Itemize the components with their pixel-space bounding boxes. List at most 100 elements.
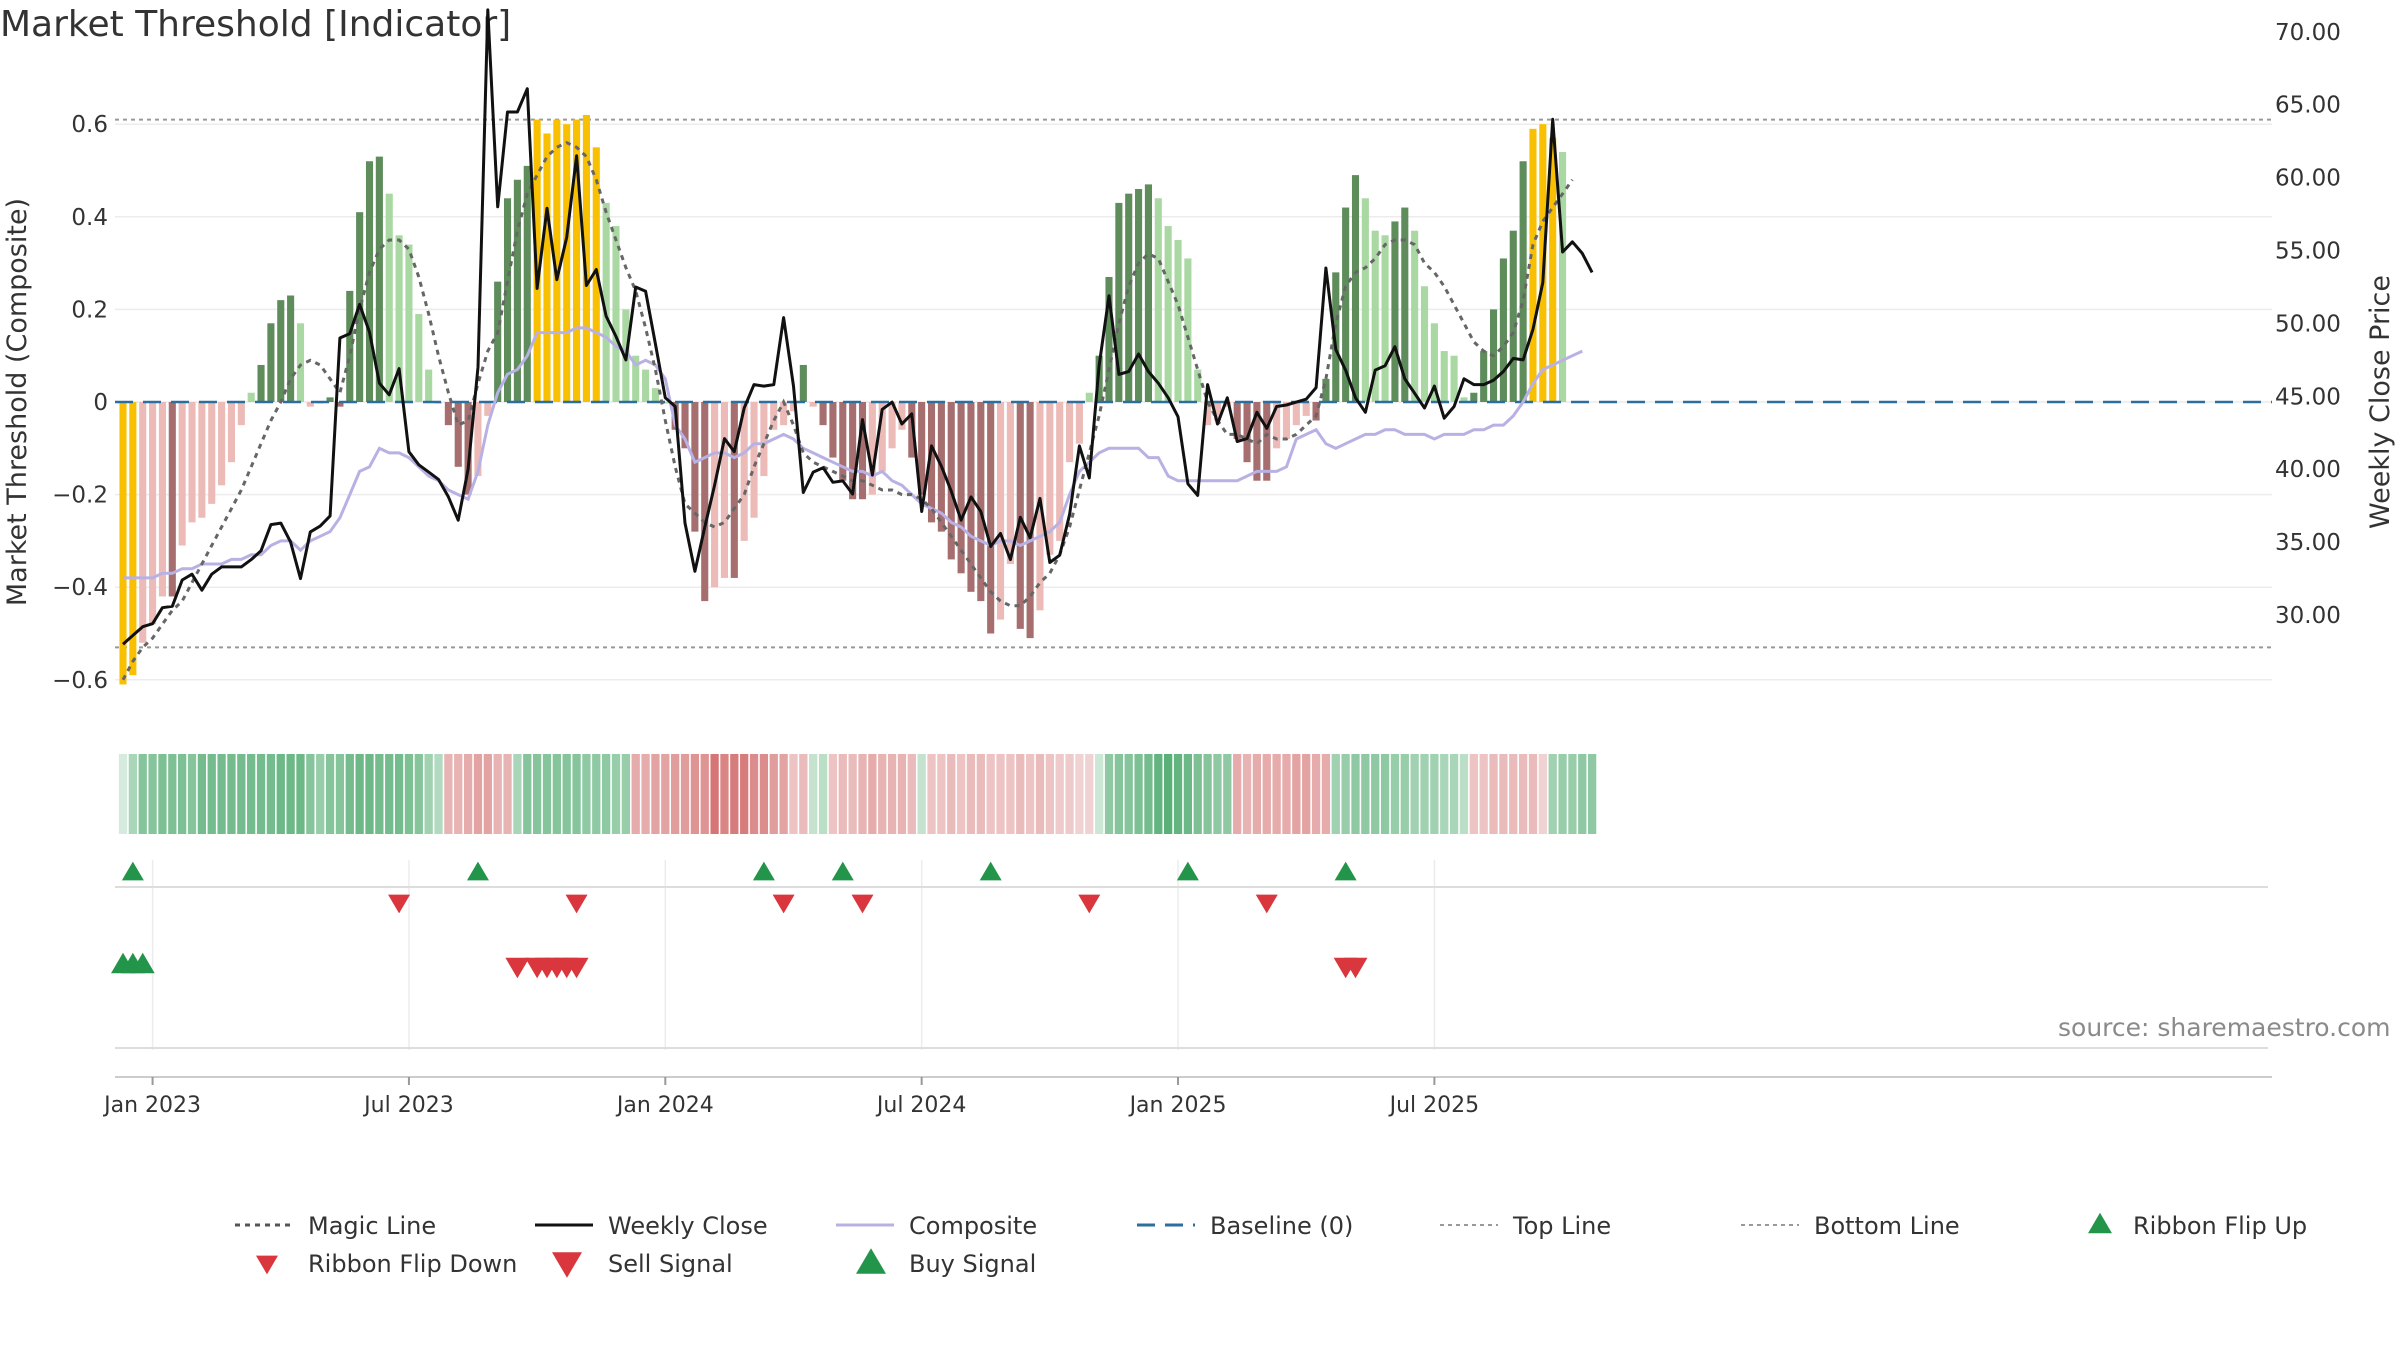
- ribbon-flip-down-marker: [565, 894, 588, 914]
- ribbon-cell: [1469, 754, 1478, 834]
- composite-bar: [1430, 323, 1438, 402]
- composite-bar: [188, 402, 196, 523]
- y-tick-label-left: 0.4: [71, 205, 108, 231]
- composite-bar: [1085, 392, 1093, 402]
- composite-bar: [977, 402, 985, 602]
- ribbon-cell: [661, 754, 670, 834]
- composite-bar: [1115, 202, 1123, 402]
- composite-bar: [829, 402, 837, 458]
- composite-bar: [1322, 378, 1330, 402]
- composite-bar: [1263, 402, 1271, 481]
- ribbon-cell: [1164, 754, 1173, 834]
- composite-bar: [454, 402, 462, 467]
- composite-line: [123, 326, 1583, 580]
- ribbon-cell: [1016, 754, 1025, 834]
- y-tick-label-right: 50.00: [2275, 311, 2341, 337]
- y-tick-label-right: 70.00: [2275, 20, 2341, 46]
- ribbon-cell: [1252, 754, 1262, 834]
- composite-bar: [1559, 151, 1567, 402]
- ribbon-cell: [365, 754, 374, 834]
- ribbon-cell: [1321, 754, 1331, 834]
- ribbon-flip-up-marker: [1334, 861, 1357, 881]
- composite-bar: [415, 314, 423, 402]
- composite-bar: [563, 124, 571, 402]
- composite-bar: [375, 156, 383, 402]
- ribbon-cell: [128, 754, 138, 834]
- ribbon-cell: [1509, 754, 1518, 834]
- ribbon-cell: [769, 754, 778, 834]
- composite-bar: [927, 402, 936, 523]
- composite-bar: [503, 198, 512, 402]
- ribbon-flip-down-marker: [388, 894, 411, 914]
- composite-bar: [1440, 351, 1448, 402]
- ribbon-cell: [1449, 754, 1459, 834]
- composite-bar: [336, 402, 344, 407]
- ribbon-cell: [1213, 754, 1222, 834]
- ribbon-cell: [986, 754, 995, 834]
- ribbon-cell: [749, 754, 759, 834]
- composite-bar: [908, 402, 916, 458]
- ribbon-cell: [345, 754, 354, 834]
- composite-bar: [1529, 128, 1537, 402]
- ribbon-cell: [927, 754, 936, 834]
- composite-bar: [868, 402, 876, 495]
- composite-bar: [484, 402, 492, 416]
- ribbon-cell: [592, 754, 601, 834]
- ribbon-cell: [897, 754, 907, 834]
- ribbon-cell: [759, 754, 769, 834]
- composite-bar: [661, 402, 669, 404]
- ribbon-cell: [1587, 754, 1597, 834]
- ribbon-cell: [1479, 754, 1488, 834]
- ribbon-cell: [1311, 754, 1321, 834]
- ribbon-cell: [1351, 754, 1360, 834]
- composite-bar: [1391, 221, 1399, 402]
- ribbon-cell: [542, 754, 552, 834]
- ribbon-cell: [473, 754, 483, 834]
- x-tick-label: Jul 2024: [875, 1093, 967, 1118]
- composite-bar: [849, 402, 857, 500]
- composite-bar: [218, 402, 226, 486]
- ribbon-cell: [1154, 754, 1163, 834]
- composite-bar: [602, 202, 610, 402]
- ribbon-flip-up-marker: [1176, 861, 1199, 881]
- composite-bar: [1066, 402, 1074, 463]
- ribbon-cell: [1499, 754, 1508, 834]
- ribbon-cell: [838, 754, 847, 834]
- ribbon-flip-down-marker: [1078, 894, 1101, 914]
- ribbon-cell: [1292, 754, 1301, 834]
- composite-bar: [573, 119, 581, 402]
- ribbon-cell: [1578, 754, 1587, 834]
- ribbon-cell: [168, 754, 177, 834]
- ribbon-cell: [1390, 754, 1400, 834]
- legend-ribbon-flip-up-label: Ribbon Flip Up: [2133, 1212, 2307, 1240]
- ribbon-cell: [335, 754, 345, 834]
- composite-bar: [365, 161, 374, 402]
- composite-bar: [858, 402, 867, 500]
- ribbon-cell: [641, 754, 650, 834]
- ribbon-cell: [237, 754, 246, 834]
- ribbon-cell: [690, 754, 700, 834]
- composite-bar: [730, 402, 738, 578]
- sell-signal-marker: [564, 957, 589, 979]
- ribbon-cell: [809, 754, 818, 834]
- ribbon-cell: [463, 754, 473, 834]
- composite-bar: [1342, 207, 1350, 402]
- y-tick-label-left: 0: [93, 390, 108, 416]
- ribbon-cell: [266, 754, 276, 834]
- ribbon-cell: [187, 754, 197, 834]
- ribbon-cell: [562, 754, 571, 834]
- ribbon-cell: [286, 754, 295, 834]
- ribbon-cell: [1085, 754, 1094, 834]
- ribbon-cell: [799, 754, 808, 834]
- composite-bar: [1046, 402, 1054, 555]
- composite-bar: [1420, 286, 1429, 402]
- composite-bar: [1056, 402, 1064, 541]
- x-tick-label: Jul 2025: [1388, 1093, 1480, 1118]
- composite-bar: [809, 402, 817, 407]
- ribbon-cell: [454, 754, 463, 834]
- composite-bar: [267, 323, 275, 402]
- ribbon-cell: [444, 754, 453, 834]
- composite-bar: [277, 300, 285, 402]
- y-tick-label-right: 35.00: [2275, 530, 2341, 556]
